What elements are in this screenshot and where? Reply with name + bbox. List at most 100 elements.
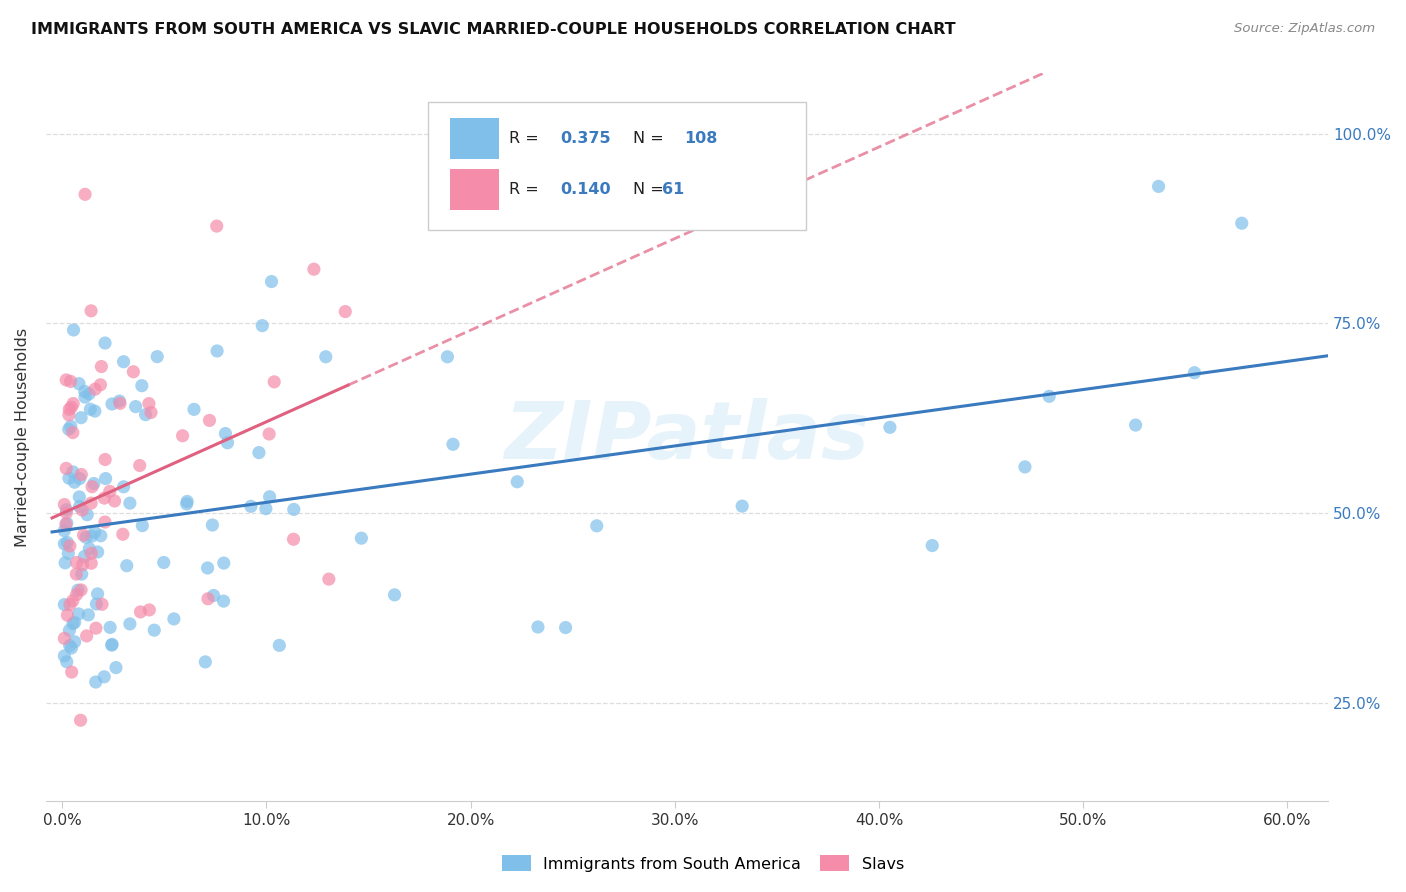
Point <box>65 556 87 570</box>
Point <box>75 390 97 404</box>
Point <box>176 497 198 511</box>
Text: R =: R = <box>509 182 544 197</box>
Text: N =: N = <box>633 182 669 197</box>
Point <box>176 494 198 508</box>
Point <box>131 518 153 533</box>
Point <box>86 587 108 601</box>
Point <box>111 527 134 541</box>
Point <box>72 558 94 572</box>
Point <box>72 528 94 542</box>
Point <box>263 375 285 389</box>
Point <box>259 490 281 504</box>
Point <box>1038 389 1060 403</box>
Text: 61: 61 <box>662 182 685 197</box>
Point <box>67 376 90 391</box>
Point <box>79 541 101 556</box>
Point <box>80 546 103 560</box>
Point <box>65 567 87 582</box>
Point <box>91 597 114 611</box>
Point <box>350 531 373 545</box>
Point <box>239 500 262 514</box>
Point <box>59 375 82 389</box>
Text: N =: N = <box>633 131 669 146</box>
Point <box>585 518 607 533</box>
Point <box>66 583 89 598</box>
Point <box>115 558 138 573</box>
Point <box>70 410 93 425</box>
Text: 0.375: 0.375 <box>560 131 610 146</box>
Point <box>56 516 79 530</box>
Point <box>70 503 93 517</box>
Point <box>70 582 93 597</box>
Point <box>197 591 219 606</box>
Point <box>80 529 103 543</box>
Text: 0.140: 0.140 <box>560 182 610 197</box>
Point <box>90 529 112 543</box>
Point <box>212 594 235 608</box>
Point <box>80 303 103 318</box>
Point <box>197 561 219 575</box>
Point <box>163 612 186 626</box>
Point <box>76 508 98 522</box>
FancyBboxPatch shape <box>450 119 499 159</box>
Point <box>55 506 77 520</box>
Point <box>101 397 124 411</box>
Point <box>67 607 90 621</box>
Point <box>86 545 108 559</box>
Point <box>53 648 76 663</box>
Point <box>69 500 91 514</box>
Point <box>283 533 305 547</box>
Legend: Immigrants from South America, Slavs: Immigrants from South America, Slavs <box>494 847 912 880</box>
Point <box>53 556 76 570</box>
Point <box>93 670 115 684</box>
Point <box>59 639 82 653</box>
Point <box>302 262 325 277</box>
Point <box>58 422 80 436</box>
Point <box>731 499 754 513</box>
Point <box>217 435 239 450</box>
Point <box>103 494 125 508</box>
Point <box>94 471 117 485</box>
Point <box>118 616 141 631</box>
Point <box>101 637 124 651</box>
Point <box>75 187 97 202</box>
Point <box>89 377 111 392</box>
Point <box>198 413 221 427</box>
Point <box>146 350 169 364</box>
Point <box>84 621 107 635</box>
Point <box>53 598 76 612</box>
Point <box>80 496 103 510</box>
Point <box>56 535 79 549</box>
Point <box>59 598 82 612</box>
Point <box>69 713 91 727</box>
Point <box>1147 179 1170 194</box>
Point <box>53 632 76 646</box>
Point <box>55 461 77 475</box>
Point <box>60 665 83 679</box>
Point <box>252 318 274 333</box>
Text: IMMIGRANTS FROM SOUTH AMERICA VS SLAVIC MARRIED-COUPLE HOUSEHOLDS CORRELATION CH: IMMIGRANTS FROM SOUTH AMERICA VS SLAVIC … <box>31 22 956 37</box>
Point <box>94 336 117 351</box>
Point <box>1184 366 1206 380</box>
Point <box>122 365 145 379</box>
Point <box>63 475 86 490</box>
Point <box>441 437 464 451</box>
Point <box>131 378 153 392</box>
Point <box>108 396 131 410</box>
Point <box>58 471 80 485</box>
Point <box>62 594 84 608</box>
Point <box>214 426 236 441</box>
Point <box>83 476 105 491</box>
Point <box>79 402 101 417</box>
Point <box>124 400 146 414</box>
Point <box>98 620 121 634</box>
Point <box>135 408 157 422</box>
Point <box>143 623 166 637</box>
Point <box>77 607 100 622</box>
Point <box>138 396 160 410</box>
Point <box>93 491 115 505</box>
FancyBboxPatch shape <box>427 102 806 229</box>
Point <box>75 530 97 544</box>
Point <box>67 490 90 504</box>
Point <box>194 655 217 669</box>
